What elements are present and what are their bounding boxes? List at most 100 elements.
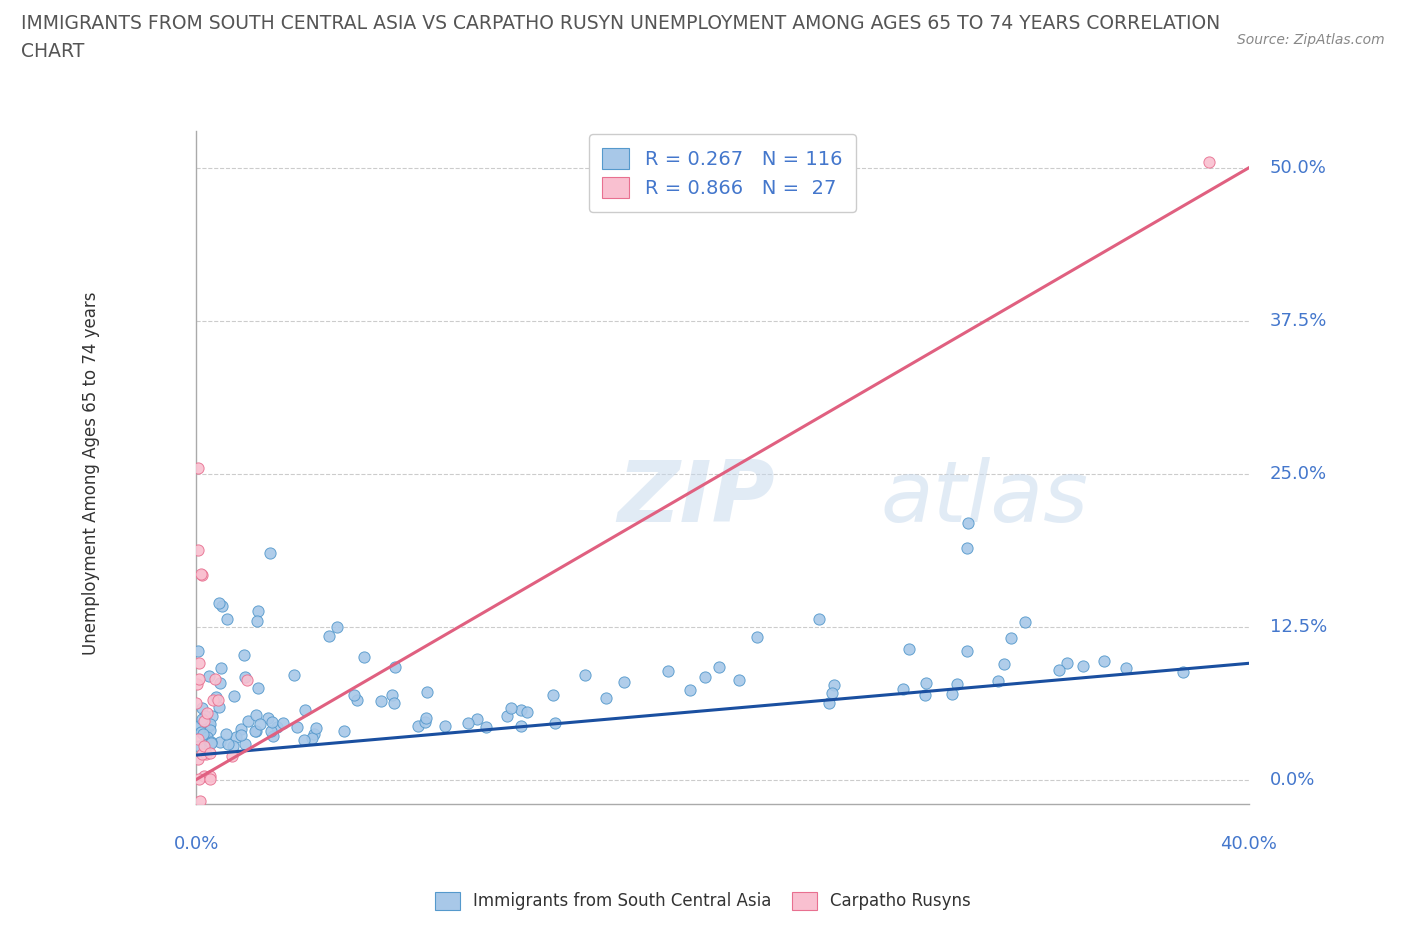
Point xyxy=(941,686,963,701)
Legend: R = 0.267   N = 116, R = 0.866   N =  27: R = 0.267 N = 116, R = 0.866 N = 27 xyxy=(589,134,856,212)
Point xyxy=(217,611,239,626)
Point xyxy=(381,687,404,702)
Point xyxy=(727,672,749,687)
Point xyxy=(186,460,208,475)
Text: 0.0%: 0.0% xyxy=(173,834,219,853)
Point xyxy=(993,657,1015,671)
Point xyxy=(406,719,429,734)
Point xyxy=(302,726,325,741)
Point xyxy=(262,728,284,743)
Point xyxy=(541,688,564,703)
Point xyxy=(946,676,969,691)
Point xyxy=(247,604,270,618)
Point xyxy=(956,644,979,658)
Text: atlas: atlas xyxy=(880,457,1088,539)
Text: 25.0%: 25.0% xyxy=(1270,465,1327,483)
Point xyxy=(198,716,221,731)
Point xyxy=(190,567,212,582)
Point xyxy=(191,726,214,741)
Point xyxy=(475,720,498,735)
Point xyxy=(434,719,457,734)
Point xyxy=(249,717,271,732)
Point xyxy=(246,614,269,629)
Point xyxy=(225,729,247,744)
Point xyxy=(382,696,405,711)
Point xyxy=(747,629,769,644)
Point xyxy=(510,718,533,733)
Point xyxy=(200,772,222,787)
Text: 50.0%: 50.0% xyxy=(1270,159,1326,177)
Point xyxy=(543,715,565,730)
Point xyxy=(233,737,256,751)
Point xyxy=(465,711,488,726)
Point xyxy=(187,772,209,787)
Point xyxy=(198,723,221,737)
Point xyxy=(231,728,253,743)
Point xyxy=(499,701,522,716)
Point xyxy=(413,714,436,729)
Point xyxy=(957,515,980,530)
Point xyxy=(187,732,209,747)
Text: ZIP: ZIP xyxy=(617,457,775,539)
Point xyxy=(193,769,215,784)
Point xyxy=(198,719,221,734)
Point xyxy=(231,722,253,737)
Point xyxy=(693,670,716,684)
Point xyxy=(191,747,214,762)
Point xyxy=(224,689,246,704)
Point xyxy=(197,669,219,684)
Point xyxy=(204,671,226,686)
Point xyxy=(190,568,212,583)
Point xyxy=(209,661,232,676)
Point xyxy=(200,735,222,750)
Point xyxy=(914,676,936,691)
Point xyxy=(343,687,366,702)
Point xyxy=(233,670,256,684)
Point xyxy=(1071,658,1094,673)
Point xyxy=(333,724,356,738)
Point xyxy=(1056,656,1078,671)
Point xyxy=(187,644,209,658)
Point xyxy=(326,619,349,634)
Text: 40.0%: 40.0% xyxy=(1220,834,1277,853)
Point xyxy=(496,709,519,724)
Point xyxy=(190,724,212,739)
Point xyxy=(271,716,294,731)
Point xyxy=(384,660,406,675)
Point xyxy=(201,709,224,724)
Point xyxy=(1047,663,1070,678)
Point xyxy=(1198,154,1220,169)
Point xyxy=(188,793,211,808)
Point xyxy=(657,663,679,678)
Point xyxy=(193,738,215,753)
Point xyxy=(823,677,845,692)
Point xyxy=(259,546,281,561)
Point xyxy=(415,684,437,699)
Point xyxy=(208,699,231,714)
Point xyxy=(211,598,233,613)
Point xyxy=(222,738,245,753)
Point xyxy=(294,703,316,718)
Point xyxy=(370,694,392,709)
Point xyxy=(305,721,328,736)
Point xyxy=(209,675,232,690)
Point xyxy=(1171,665,1194,680)
Point xyxy=(202,693,225,708)
Point xyxy=(186,676,208,691)
Point xyxy=(914,687,936,702)
Text: Source: ZipAtlas.com: Source: ZipAtlas.com xyxy=(1237,33,1385,46)
Point xyxy=(353,650,375,665)
Text: 0.0%: 0.0% xyxy=(1270,771,1315,789)
Point xyxy=(186,542,208,557)
Point xyxy=(574,668,596,683)
Point xyxy=(215,726,238,741)
Point xyxy=(195,738,218,753)
Point xyxy=(516,705,538,720)
Point xyxy=(197,732,219,747)
Point xyxy=(891,682,914,697)
Point xyxy=(238,713,260,728)
Legend: Immigrants from South Central Asia, Carpatho Rusyns: Immigrants from South Central Asia, Carp… xyxy=(429,885,977,917)
Point xyxy=(987,673,1010,688)
Point xyxy=(187,671,209,686)
Point xyxy=(301,731,323,746)
